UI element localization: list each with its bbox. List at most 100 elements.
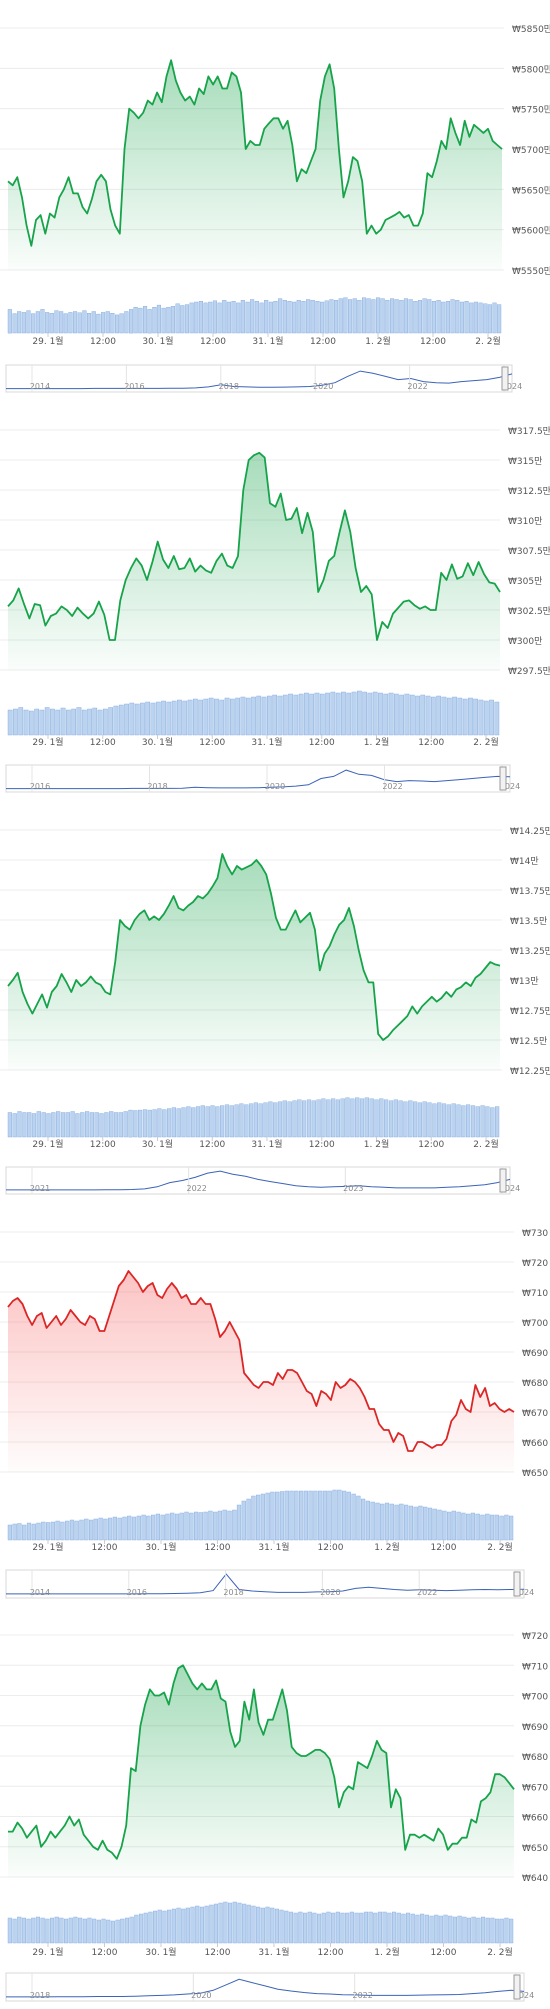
price-chart-5[interactable]: ₩720 ₩710 ₩700 ₩690 ₩680 ₩670 ₩660 ₩650 ₩640 29. … [0, 1605, 550, 2005]
range-navigator[interactable]: 2018 2020 2022 2024 [5, 1972, 534, 2002]
volume-bar [79, 1519, 84, 1541]
range-navigator[interactable]: 2021 2022 2023 2024 [5, 1166, 520, 1195]
x-tick-label: 12:00 [200, 337, 226, 347]
price-chart-3[interactable]: ₩14.25만 ₩14만 ₩13.75만 ₩13.5만 ₩13.25만 ₩13만 ₩12.7… [0, 800, 550, 1200]
price-chart-4[interactable]: ₩730 ₩720 ₩710 ₩700 ₩690 ₩680 ₩670 ₩660 ₩650 29. … [0, 1200, 550, 1605]
price-area [8, 1665, 514, 1877]
volume-bar [288, 1911, 294, 1944]
volume-bar [217, 302, 222, 334]
volume-bar [136, 1515, 141, 1541]
volume-bar [36, 1522, 41, 1541]
volume-bar [298, 1911, 303, 1944]
volume-bar [320, 301, 325, 334]
volume-bar [480, 1514, 485, 1541]
volume-bar [94, 1112, 99, 1138]
range-navigator[interactable]: 2014 2016 2018 2020 2022 2024 [5, 1569, 534, 1599]
volume-bar [351, 691, 357, 736]
volume-bar [122, 1516, 127, 1541]
y-tick-label: ₩12.25만 [510, 1066, 550, 1077]
navigator-year-label: 2014 [30, 382, 50, 391]
navigator-year-label: 2020 [265, 782, 285, 791]
volume-bar [128, 1109, 133, 1138]
navigator-year-label: 2018 [223, 1588, 243, 1597]
volume-bar [345, 1097, 350, 1138]
y-tick-label: ₩700 [522, 1319, 548, 1329]
navigator-year-label: 2022 [352, 1991, 372, 2000]
range-navigator[interactable]: 2016 2018 2020 2022 2024 [5, 764, 520, 793]
volume-bar [390, 298, 395, 334]
x-tick-label: 12:00 [318, 1948, 344, 1958]
y-tick-label: ₩300만 [508, 636, 542, 647]
volume-bar [450, 299, 455, 334]
volume-bar [198, 1512, 203, 1541]
price-line[interactable] [7, 1270, 515, 1452]
volume-bar [157, 1108, 162, 1138]
x-tick-label: 12:00 [418, 1140, 444, 1150]
volume-bar [399, 694, 405, 736]
volume-bar [265, 1492, 270, 1541]
volume-bar [377, 1911, 383, 1944]
navigator-year-label: 2020 [313, 382, 333, 391]
volume-bar [107, 1517, 113, 1541]
price-chart-1[interactable]: ₩5850만 ₩5800만 ₩5750만 ₩5700만 ₩5650만 ₩5600만 ₩555… [0, 0, 550, 400]
range-navigator[interactable]: 2014 2016 2018 2020 2022 2024 [5, 364, 522, 393]
navigator-series-line [6, 1170, 511, 1191]
volume-bar [431, 301, 437, 334]
x-tick-label: 30. 1월 [145, 1541, 176, 1553]
price-line[interactable] [7, 451, 501, 641]
volume-bar [418, 1505, 423, 1541]
volume-bar [268, 1101, 273, 1138]
volume-bar [264, 300, 269, 334]
volume-bar [365, 1500, 370, 1541]
volume-bar [124, 703, 129, 736]
volume-bar [212, 300, 218, 334]
price-chart-2[interactable]: ₩317.5만 ₩315만 ₩312.5만 ₩310만 ₩307.5만 ₩305만 ₩302… [0, 400, 550, 800]
price-line[interactable] [7, 59, 503, 247]
volume-bar [445, 301, 451, 334]
volume-bar [490, 1107, 495, 1138]
volume-bar [436, 300, 441, 334]
volume-bar [23, 709, 29, 736]
price-line[interactable] [7, 853, 501, 1041]
volume-bar [55, 709, 61, 736]
volume-bar [476, 1917, 481, 1944]
volume-bar [312, 1912, 317, 1944]
volume-bar [241, 1500, 246, 1541]
volume-bar [321, 1912, 326, 1944]
volume-bar [481, 1916, 486, 1944]
volume-bar [289, 1490, 294, 1541]
volume-bar [7, 1112, 12, 1138]
volume-bar [138, 307, 143, 334]
x-tick-label: 2. 2월 [473, 736, 498, 748]
volume-bar [278, 298, 283, 334]
volume-bar [478, 699, 484, 736]
volume-bar [475, 1106, 480, 1138]
y-tick-label: ₩312.5만 [508, 486, 550, 497]
y-tick-label: ₩640 [522, 1874, 548, 1884]
volume-bar [417, 1102, 422, 1138]
volume-bar [118, 1112, 123, 1138]
navigator-handle[interactable] [513, 1974, 521, 2000]
volume-bar [229, 698, 235, 736]
volume-bar [348, 299, 353, 334]
navigator-handle[interactable] [513, 1571, 521, 1597]
navigator-handle[interactable] [499, 1168, 507, 1193]
volume-bar [425, 695, 431, 736]
volume-bar [26, 1522, 32, 1541]
volume-bar [282, 1100, 287, 1138]
volume-bar [480, 1105, 485, 1138]
navigator-handle[interactable] [501, 366, 509, 391]
volume-bar [354, 1912, 359, 1944]
volume-bar [138, 1913, 144, 1944]
navigator-handle[interactable] [499, 766, 507, 791]
volume-bar [203, 302, 208, 334]
volume-bar [133, 307, 138, 334]
price-line[interactable] [8, 1664, 515, 1860]
volume-bar [327, 1490, 332, 1541]
volume-bar [22, 1112, 27, 1138]
volume-bar [50, 1521, 55, 1541]
volume-bar [260, 1493, 265, 1541]
x-tick-label: 12:00 [92, 1543, 118, 1553]
x-tick-label: 31. 1월 [251, 736, 282, 748]
volume-bar [427, 1507, 433, 1541]
